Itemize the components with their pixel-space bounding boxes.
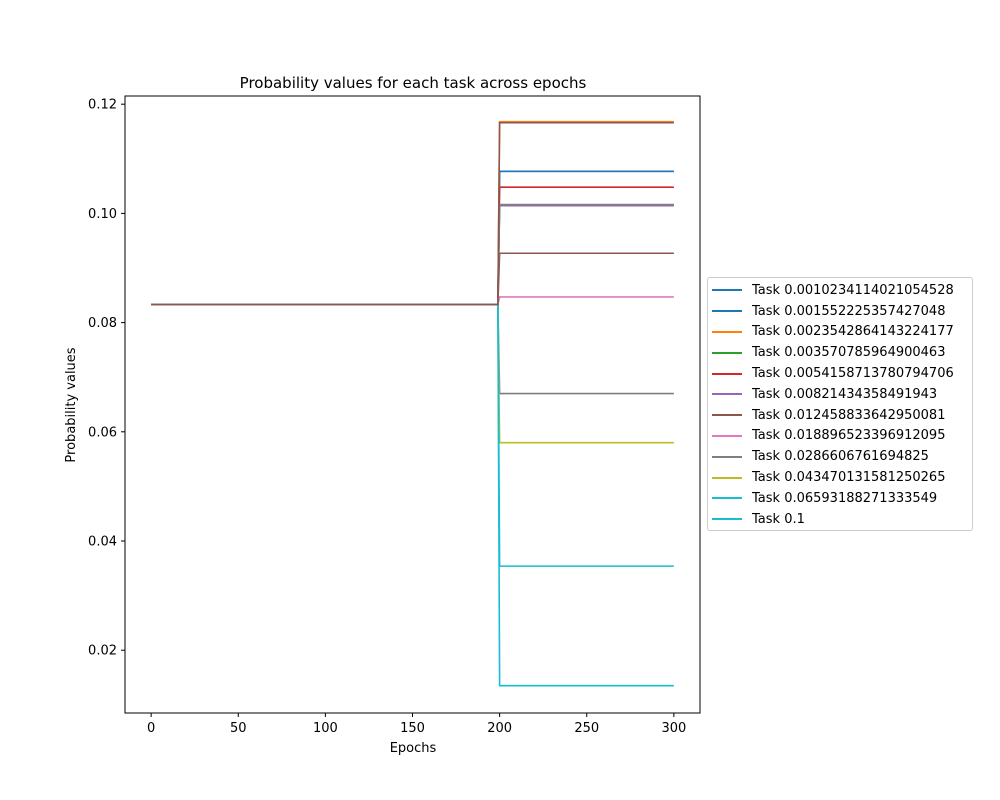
x-tick-label: 150 <box>400 721 425 736</box>
series-line-12 <box>151 303 674 687</box>
legend-item: Task 0.001552225357427048 <box>708 301 972 322</box>
chart-title: Probability values for each task across … <box>240 74 587 92</box>
overlay-line-2 <box>151 121 674 306</box>
legend-swatch <box>712 497 742 500</box>
series-line-8 <box>151 296 674 306</box>
series-line-9 <box>151 303 674 395</box>
legend-item: Task 0.00821434358491943 <box>708 384 972 405</box>
legend-swatch <box>712 289 742 292</box>
ticks-layer: 0 50 100 150 200 250 300 0.02 0.04 0.06 0.08 0.10 0.… <box>88 98 686 736</box>
legend-label: Task 0.06593188271333549 <box>752 490 938 506</box>
series-line-2 <box>151 170 674 306</box>
legend-label: Task 0.003570785964900463 <box>752 345 946 361</box>
x-tick-label: 50 <box>230 721 247 736</box>
y-tick-label: 0.06 <box>88 425 117 440</box>
legend-item: Task 0.043470131581250265 <box>708 467 972 488</box>
legend-item: Task 0.018896523396912095 <box>708 426 972 447</box>
y-tick-label: 0.02 <box>88 644 117 659</box>
legend-label: Task 0.012458833642950081 <box>752 407 946 423</box>
legend-label: Task 0.1 <box>752 511 805 527</box>
legend-item: Task 0.06593188271333549 <box>708 488 972 509</box>
legend-swatch <box>712 393 742 396</box>
y-tick-label: 0.12 <box>88 98 117 113</box>
y-axis-label: Probability values <box>64 347 79 462</box>
series-line-3 <box>151 120 674 306</box>
y-tick-label: 0.10 <box>88 207 117 222</box>
legend-swatch <box>712 310 742 313</box>
legend-item: Task 0.0023542864143224177 <box>708 322 972 343</box>
x-tick-label: 250 <box>574 721 599 736</box>
x-axis-label: Epochs <box>390 741 437 756</box>
x-tick-label: 100 <box>313 721 338 736</box>
legend-label: Task 0.0286606761694825 <box>752 449 929 465</box>
series-line-10 <box>151 303 674 444</box>
y-tick-label: 0.08 <box>88 316 117 331</box>
legend-swatch <box>712 414 742 417</box>
legend-swatch <box>712 330 742 333</box>
legend-item: Task 0.0286606761694825 <box>708 446 972 467</box>
legend-label: Task 0.018896523396912095 <box>752 428 946 444</box>
legend-label: Task 0.001552225357427048 <box>752 303 946 319</box>
legend-label: Task 0.00821434358491943 <box>752 386 938 402</box>
legend-label: Task 0.0054158713780794706 <box>752 366 954 382</box>
series-line-11 <box>151 303 674 567</box>
legend-swatch <box>712 476 742 479</box>
x-tick-label: 300 <box>661 721 686 736</box>
series-layer <box>151 120 674 687</box>
legend-swatch <box>712 351 742 354</box>
legend-label: Task 0.0023542864143224177 <box>752 324 954 340</box>
legend-swatch <box>712 434 742 437</box>
legend-item: Task 0.003570785964900463 <box>708 342 972 363</box>
legend-label: Task 0.0010234114021054528 <box>752 282 954 298</box>
series-line-6 <box>151 204 674 306</box>
series-line-1 <box>151 170 674 306</box>
x-tick-label: 0 <box>147 721 155 736</box>
legend-label: Task 0.043470131581250265 <box>752 470 946 486</box>
overlay-line-1 <box>151 203 674 306</box>
legend: Task 0.0010234114021054528 Task 0.0015522… <box>707 277 973 531</box>
legend-item: Task 0.012458833642950081 <box>708 405 972 426</box>
y-tick-label: 0.04 <box>88 535 117 550</box>
legend-item: Task 0.0054158713780794706 <box>708 363 972 384</box>
legend-item: Task 0.0010234114021054528 <box>708 280 972 301</box>
legend-item: Task 0.1 <box>708 509 972 530</box>
x-tick-label: 200 <box>487 721 512 736</box>
legend-swatch <box>712 518 742 521</box>
plot-frame <box>124 95 701 714</box>
legend-swatch <box>712 372 742 375</box>
legend-swatch <box>712 455 742 458</box>
series-line-4 <box>151 203 674 306</box>
